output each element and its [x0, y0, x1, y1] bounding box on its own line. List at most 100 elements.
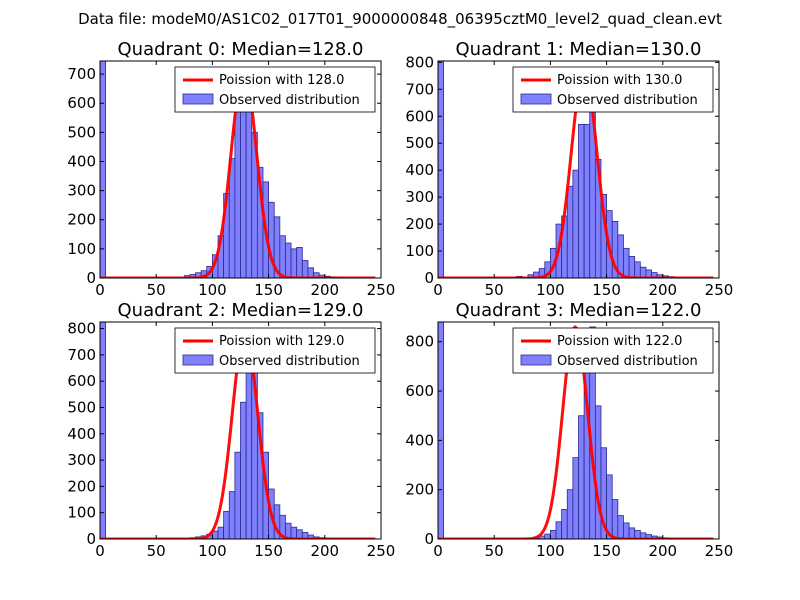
quadrant-2-panel: Quadrant 2: Median=129.0 0 50 100 150 200 250 0… [67, 300, 395, 560]
quadrant-0-xtick-label-3: 150 [254, 281, 283, 299]
quadrant-0-hist-bar-21 [296, 247, 303, 278]
quadrant-1-xtick-label-3: 150 [592, 281, 621, 299]
quadrant-1-xtick-label-0: 0 [433, 281, 443, 299]
quadrant-3-xtick-label-3: 150 [592, 542, 621, 560]
quadrant-2-ytick-label-0: 0 [86, 530, 96, 548]
quadrant-2-ytick-label-6: 600 [67, 372, 96, 390]
quadrant-2-ytick-label-1: 100 [67, 504, 96, 522]
quadrant-1-ytick-label-6: 600 [405, 107, 434, 125]
quadrant-0-hist-bar-10 [234, 108, 241, 278]
quadrant-0-ytick-label-4: 400 [67, 152, 96, 170]
quadrant-3-ytick-label-3: 600 [405, 382, 434, 400]
figure-suptitle: Data file: modeM0/AS1C02_017T01_90000008… [78, 10, 722, 29]
quadrant-3-hist-bar-13 [594, 405, 602, 539]
quadrant-2-legend-hist-label: Observed distribution [219, 354, 360, 369]
quadrant-3-title: Quadrant 3: Median=122.0 [456, 300, 702, 321]
quadrant-0-xtick-label-2: 100 [198, 281, 227, 299]
quadrant-2-xtick-label-5: 250 [367, 542, 396, 560]
quadrant-3-hist-bar-8 [566, 489, 574, 539]
quadrant-0-ytick-label-2: 200 [67, 211, 96, 229]
quadrant-3-ytick-label-0: 0 [424, 530, 434, 548]
quadrant-1-legend-hist-label: Observed distribution [557, 93, 698, 108]
quadrant-3-hist-bar-6 [555, 521, 563, 539]
quadrant-1-ytick-label-5: 500 [405, 134, 434, 152]
quadrant-0-hist-bar-18 [279, 235, 286, 278]
quadrant-0-ytick-label-7: 700 [67, 65, 96, 83]
quadrant-1-ytick-label-2: 200 [405, 215, 434, 233]
quadrant-3-ytick-label-2: 400 [405, 431, 434, 449]
quadrant-1-ytick-label-4: 400 [405, 161, 434, 179]
quadrant-2-title: Quadrant 2: Median=129.0 [118, 300, 364, 321]
quadrant-0-hist-bar-19 [285, 242, 292, 278]
quadrant-2-axes-frame [99, 321, 382, 540]
quadrant-0-xtick-label-4: 200 [310, 281, 339, 299]
quadrant-0-title: Quadrant 0: Median=128.0 [118, 39, 364, 60]
quadrant-0-xtick-label-0: 0 [95, 281, 105, 299]
quadrant-0-ytick-label-3: 300 [67, 182, 96, 200]
quadrant-2-hist-bar-6 [217, 526, 225, 539]
quadrant-1-xtick-label-1: 50 [485, 281, 504, 299]
quadrant-2-ytick-label-7: 700 [67, 346, 96, 364]
quadrant-0-ytick-label-6: 600 [67, 94, 96, 112]
quadrant-1-xtick-label-4: 200 [648, 281, 677, 299]
quadrant-0-legend-hist-swatch [182, 93, 214, 105]
quadrant-2-hist-bar-10 [240, 401, 247, 539]
quadrant-3-hist-bar-19 [628, 527, 636, 539]
quadrant-1-hist-bar-9 [566, 185, 574, 278]
quadrant-2-hist-bar-19 [290, 526, 298, 539]
quadrant-1-hist-bar-20 [628, 256, 636, 278]
quadrant-3-ytick-label-4: 800 [405, 333, 434, 351]
quadrant-1-hist-bar-22 [639, 266, 647, 278]
quadrant-3-ytick-label-1: 200 [405, 481, 434, 499]
quadrant-0-axes-frame [99, 60, 382, 279]
quadrant-3-xtick-label-2: 100 [536, 542, 565, 560]
quadrant-2-plot-area [100, 322, 376, 539]
quadrant-1-axes-frame [437, 60, 720, 279]
quadrant-3-hist-bar-16 [611, 499, 619, 539]
quadrant-2-hist-bar-7 [223, 510, 230, 539]
quadrant-2-xtick-label-3: 150 [254, 542, 283, 560]
quadrant-0-hist-bar-22 [301, 260, 309, 278]
quadrant-1-legend-hist-swatch [520, 93, 552, 105]
quadrant-0-ytick-label-0: 0 [86, 269, 96, 287]
quadrant-2-legend-fit-label: Poission with 129.0 [219, 334, 344, 349]
quadrant-3-hist-bar-4 [544, 533, 551, 539]
quadrant-2-hist-bar-8 [228, 491, 236, 539]
quadrant-0-hist-bar-12 [245, 91, 253, 278]
quadrant-0-hist-bar-23 [307, 267, 314, 278]
quadrant-2-xtick-label-1: 50 [147, 542, 166, 560]
quadrant-0-ytick-label-1: 100 [67, 240, 96, 258]
quadrant-2-ytick-label-4: 400 [67, 425, 96, 443]
quadrant-2-xtick-label-2: 100 [198, 542, 227, 560]
quadrant-1-xtick-label-5: 250 [705, 281, 734, 299]
quadrant-1-legend-fit-label: Poission with 130.0 [557, 73, 682, 88]
quadrant-0-legend-hist-label: Observed distribution [219, 93, 360, 108]
quadrant-3-hist-bar-17 [617, 515, 624, 539]
quadrant-0-panel: Quadrant 0: Median=128.0 0 50 100 150 200 250 0… [67, 39, 395, 299]
quadrant-3-hist-bar-18 [623, 522, 630, 539]
quadrant-1-ytick-label-3: 300 [405, 188, 434, 206]
quadrant-1-hist-bar-12 [583, 123, 591, 278]
quadrant-1-panel: Quadrant 1: Median=130.0 0 50 100 150 200 250 0… [405, 39, 733, 299]
quadrant-2-legend-hist-swatch [182, 354, 214, 366]
quadrant-3-hist-bar-9 [572, 457, 579, 539]
quadrant-3-legend-hist-label: Observed distribution [557, 354, 698, 369]
quadrant-0-xtick-label-1: 50 [147, 281, 166, 299]
quadrant-3-xtick-label-5: 250 [705, 542, 734, 560]
quadrant-1-ytick-label-1: 100 [405, 242, 434, 260]
quadrant-1-hist-bar-10 [572, 169, 579, 278]
quadrant-2-hist-bar-9 [234, 451, 241, 539]
quadrant-3-hist-bar-7 [561, 509, 568, 539]
quadrant-3-axes-frame [437, 321, 720, 540]
quadrant-3-xtick-label-4: 200 [648, 542, 677, 560]
quadrant-1-ytick-label-0: 0 [424, 269, 434, 287]
quadrant-3-xtick-label-1: 50 [485, 542, 504, 560]
quadrant-3-legend-fit-label: Poission with 122.0 [557, 334, 682, 349]
quadrant-2-legend-box [174, 327, 376, 374]
quadrant-2-xtick-label-0: 0 [95, 542, 105, 560]
quadrant-0-hist-bar-11 [240, 85, 247, 278]
quadrant-0-legend-fit-label: Poission with 128.0 [219, 73, 344, 88]
quadrant-0-hist-bar-20 [290, 248, 298, 278]
quadrant-3-xtick-label-0: 0 [433, 542, 443, 560]
